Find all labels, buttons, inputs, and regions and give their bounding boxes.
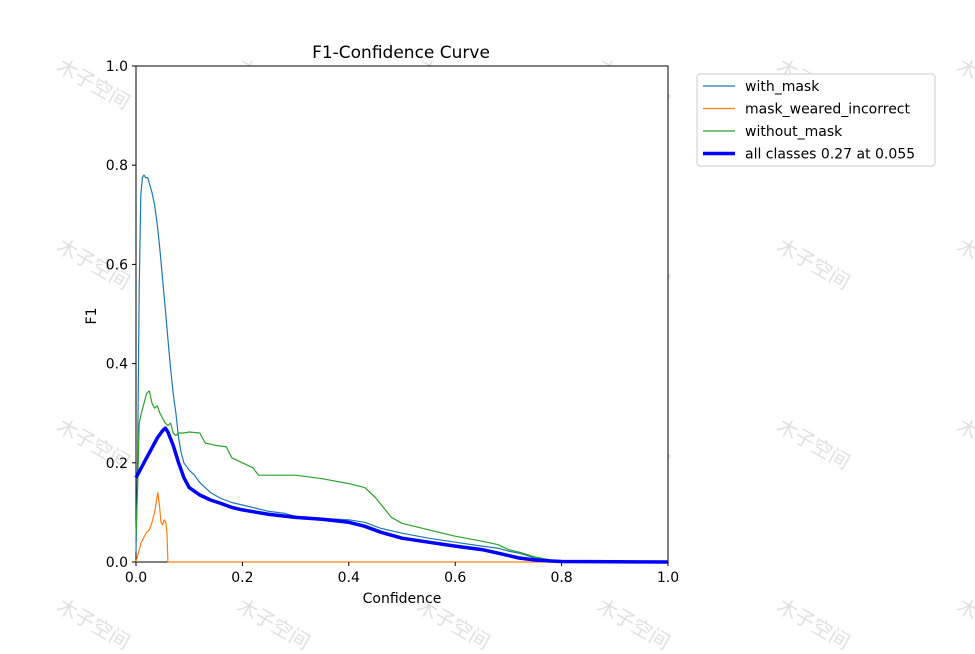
series-line-2	[135, 390, 669, 563]
x-tick-label: 0.8	[550, 570, 572, 586]
legend-label-2: without_mask	[745, 124, 843, 140]
series-line-3	[134, 426, 669, 564]
y-tick-label: 0.4	[106, 357, 128, 373]
x-tick-label: 0.4	[338, 570, 360, 586]
watermark-text: 木子空间	[233, 594, 314, 654]
y-axis-ticks: 0.0 0.2 0.4 0.6 0.8 1.0	[106, 59, 136, 571]
series-layer	[134, 174, 669, 564]
legend-label-0: with_mask	[745, 79, 820, 95]
watermark-text: 木子空间	[773, 234, 854, 295]
legend-label-1: mask_weared_incorrect	[745, 102, 911, 118]
x-tick-label: 0.2	[231, 570, 253, 586]
legend-box	[696, 73, 936, 167]
watermark-text: 木子空间	[593, 594, 674, 654]
x-axis-ticks: 0.0 0.2 0.4 0.6 0.8 1.0	[125, 562, 679, 586]
watermark-text: 木子空间	[773, 594, 854, 654]
watermark-text: 木子空间	[773, 414, 854, 475]
chart-title: F1-Confidence Curve	[312, 43, 490, 63]
y-tick-label: 0.0	[106, 555, 128, 571]
x-tick-label: 1.0	[657, 570, 679, 586]
y-axis-label: F1	[84, 308, 100, 325]
watermark-text: 木子空间	[953, 594, 975, 654]
legend-label-3: all classes 0.27 at 0.055	[745, 147, 915, 163]
legend: with_mask mask_weared_incorrect without_ma…	[696, 73, 936, 167]
y-tick-label: 0.6	[106, 257, 128, 273]
y-tick-label: 0.8	[106, 158, 128, 174]
y-tick-label: 1.0	[106, 59, 128, 75]
watermark-text: 木子空间	[53, 594, 134, 654]
watermark-text: 木子空间	[953, 414, 975, 475]
series-line-1	[135, 492, 668, 563]
x-axis-label: Confidence	[363, 591, 442, 607]
y-tick-label: 0.2	[106, 456, 128, 472]
x-tick-label: 0.0	[125, 570, 147, 586]
plot-area	[135, 65, 669, 563]
watermark-text: 木子空间	[953, 234, 975, 295]
x-tick-label: 0.6	[444, 570, 466, 586]
watermark-text: 木子空间	[953, 54, 975, 115]
series-line-0	[135, 174, 669, 563]
